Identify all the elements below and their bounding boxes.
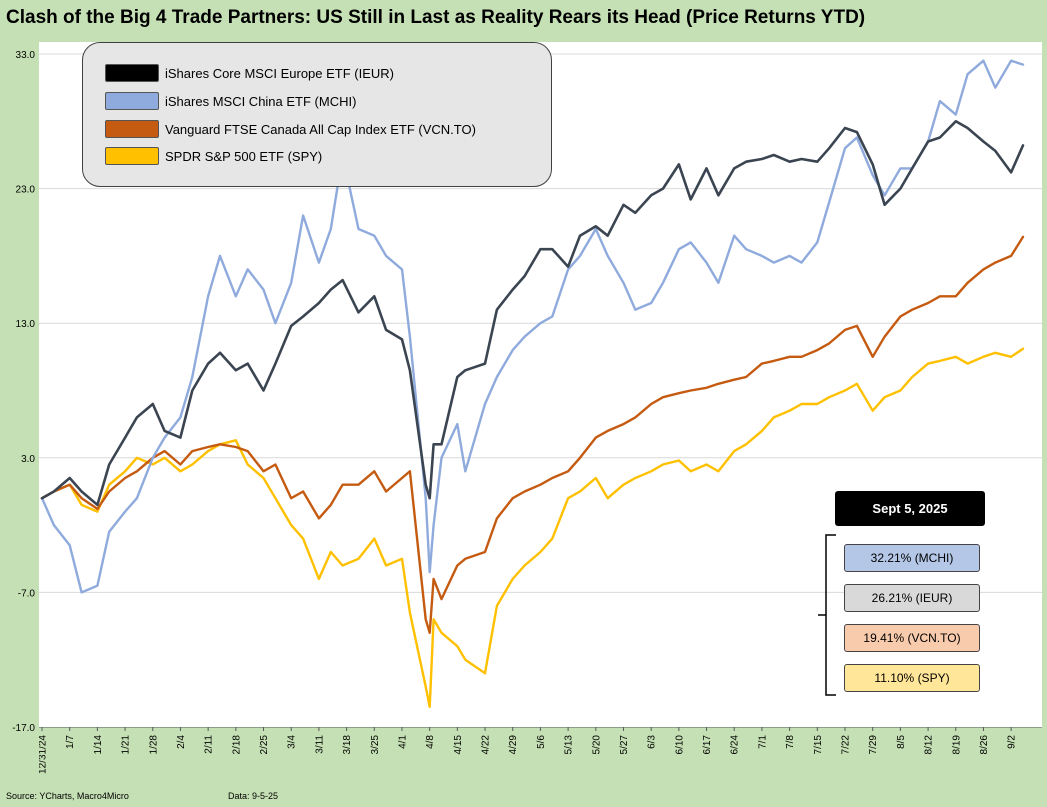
x-tick-label: 6/24 <box>730 735 741 755</box>
x-tick-label: 6/3 <box>647 735 658 749</box>
line-chart <box>39 53 1042 708</box>
x-tick-label: 3/4 <box>287 735 298 749</box>
x-tick-label: 7/29 <box>868 735 879 755</box>
date-label-box: Sept 5, 2025 <box>835 491 985 526</box>
y-tick-label: -7.0 <box>18 588 36 599</box>
callout-spy: 11.10% (SPY) <box>844 664 980 692</box>
legend-label-spy: SPDR S&P 500 ETF (SPY) <box>165 148 323 164</box>
x-tick-label: 2/18 <box>231 735 242 755</box>
legend-label-ieur: iShares Core MSCI Europe ETF (IEUR) <box>165 65 395 81</box>
footer: Source: YCharts, Macro4Micro Data: 9-5-2… <box>6 791 278 801</box>
x-tick-label: 4/22 <box>481 735 492 755</box>
legend-item-ieur: iShares Core MSCI Europe ETF (IEUR) <box>105 63 394 83</box>
x-tick-label: 9/2 <box>1007 735 1018 749</box>
x-tick-label: 6/17 <box>702 735 713 755</box>
legend-label-vcn: Vanguard FTSE Canada All Cap Index ETF (… <box>165 121 476 137</box>
x-tick-label: 4/1 <box>397 735 408 749</box>
plot-area: iShares Core MSCI Europe ETF (IEUR) iSha… <box>39 42 1042 727</box>
y-tick-label: 33.0 <box>16 50 36 61</box>
x-tick-label: 5/13 <box>564 735 575 755</box>
x-tick-label: 5/27 <box>619 735 630 755</box>
callout-vcn: 19.41% (VCN.TO) <box>844 624 980 652</box>
callout-bracket <box>818 534 836 696</box>
x-tick-label: 3/25 <box>370 735 381 755</box>
x-tick-label: 7/8 <box>785 735 796 749</box>
x-tick-label: 8/12 <box>924 735 935 755</box>
series-line-vcn <box>40 235 1025 634</box>
x-tick-label: 8/5 <box>896 735 907 749</box>
x-tick-label: 4/29 <box>508 735 519 755</box>
y-tick-label: 13.0 <box>16 319 36 330</box>
x-axis: 12/31/24 1/7 1/14 1/21 1/28 2/4 2/11 2/18 2/25 3/… <box>39 727 1042 774</box>
x-tick-label: 4/8 <box>425 735 436 749</box>
callout-ieur: 26.21% (IEUR) <box>844 584 980 612</box>
chart-title: Clash of the Big 4 Trade Partners: US St… <box>6 7 866 28</box>
x-tick-label: 3/11 <box>314 735 325 754</box>
x-tick-label: 6/10 <box>674 735 685 755</box>
x-tick-label: 8/19 <box>951 735 962 755</box>
legend: iShares Core MSCI Europe ETF (IEUR) iSha… <box>82 42 552 187</box>
x-tick-label: 5/6 <box>536 735 547 749</box>
y-tick-label: -17.0 <box>12 723 35 734</box>
x-tick-label: 2/4 <box>176 735 187 749</box>
source-note: Source: YCharts, Macro4Micro <box>6 791 129 801</box>
x-tick-label: 12/31/24 <box>39 735 49 774</box>
legend-item-spy: SPDR S&P 500 ETF (SPY) <box>105 146 322 166</box>
legend-label-mchi: iShares MSCI China ETF (MCHI) <box>165 93 357 109</box>
series-line-mchi <box>40 59 1025 594</box>
legend-swatch-mchi <box>105 92 159 110</box>
callout-mchi: 32.21% (MCHI) <box>844 544 980 572</box>
x-tick-label: 1/28 <box>148 735 159 755</box>
data-date-note: Data: 9-5-25 <box>228 791 279 801</box>
x-tick-label: 5/20 <box>591 735 602 755</box>
series-line-spy <box>40 347 1025 708</box>
legend-swatch-vcn <box>105 120 159 138</box>
series-line-ieur <box>40 120 1025 507</box>
legend-item-vcn: Vanguard FTSE Canada All Cap Index ETF (… <box>105 119 476 139</box>
x-tick-label: 1/21 <box>121 735 132 755</box>
x-tick-label: 2/25 <box>259 735 270 755</box>
x-tick-label: 1/14 <box>93 735 104 755</box>
y-tick-label: 3.0 <box>21 454 35 465</box>
x-tick-label: 7/1 <box>757 735 768 749</box>
y-tick-label: 23.0 <box>16 185 36 196</box>
y-axis: 33.0 23.0 13.0 3.0 -7.0 -17.0 <box>12 50 36 734</box>
legend-item-mchi: iShares MSCI China ETF (MCHI) <box>105 91 356 111</box>
x-tick-label: 7/15 <box>813 735 824 755</box>
x-tick-label: 7/22 <box>840 735 851 755</box>
x-tick-label: 4/15 <box>453 735 464 755</box>
legend-swatch-ieur <box>105 64 159 82</box>
x-tick-label: 1/7 <box>65 735 76 749</box>
legend-swatch-spy <box>105 147 159 165</box>
x-tick-label: 2/11 <box>204 735 215 754</box>
x-tick-label: 8/26 <box>979 735 990 755</box>
x-tick-label: 3/18 <box>342 735 353 755</box>
